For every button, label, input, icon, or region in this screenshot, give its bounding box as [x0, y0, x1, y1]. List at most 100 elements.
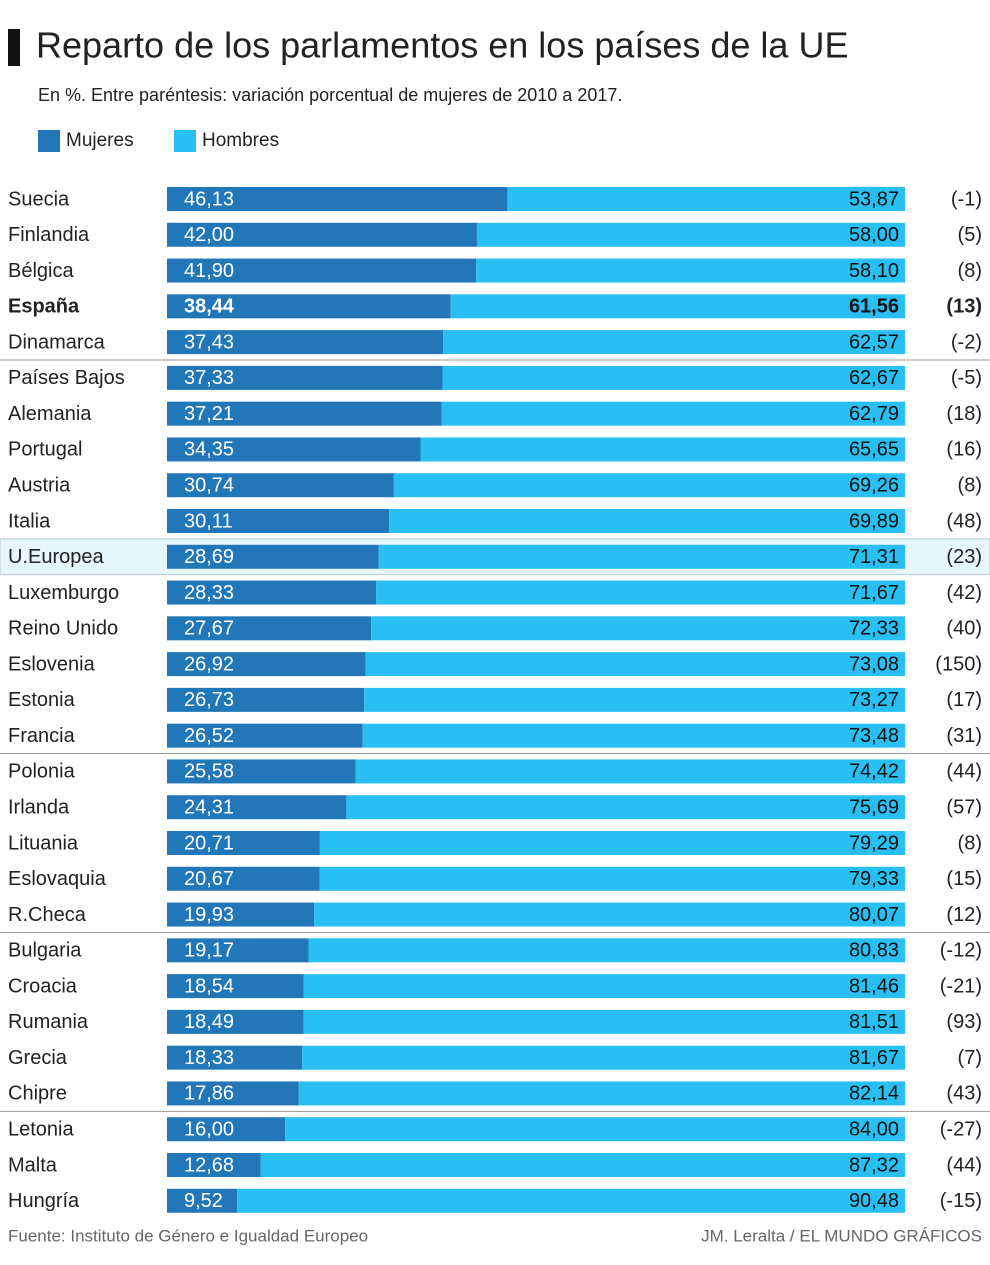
- variation-label: (150): [935, 653, 982, 675]
- category-label: Estonia: [8, 689, 76, 711]
- value-label: 71,67: [849, 582, 899, 604]
- category-label: Finlandia: [8, 224, 90, 246]
- variation-label: (43): [946, 1083, 982, 1105]
- bar-segment: [362, 723, 905, 748]
- bar-segment: [167, 544, 379, 569]
- bar-segment: [167, 1188, 238, 1213]
- bar-segment: [450, 294, 905, 319]
- category-label: España: [8, 296, 80, 318]
- value-label: 25,58: [184, 761, 234, 783]
- category-label: Bélgica: [8, 260, 74, 282]
- value-label: 73,08: [849, 653, 899, 675]
- bar-segment: [376, 580, 905, 605]
- value-label: 28,33: [184, 582, 234, 604]
- value-label: 41,90: [184, 260, 234, 282]
- bar-segment: [167, 1153, 261, 1177]
- bar-segment: [441, 401, 905, 426]
- value-label: 79,29: [849, 832, 899, 854]
- value-label: 79,33: [849, 868, 899, 890]
- category-label: Grecia: [8, 1047, 68, 1069]
- category-label: Letonia: [8, 1119, 74, 1141]
- source: Fuente: Instituto de Género e Igualdad E…: [8, 1226, 368, 1245]
- bar-segment: [167, 1009, 304, 1034]
- bar-segment: [476, 258, 905, 283]
- variation-label: (-12): [940, 940, 982, 962]
- variation-label: (42): [946, 582, 982, 604]
- legend-label: Mujeres: [66, 130, 134, 151]
- variation-label: (-15): [940, 1190, 982, 1212]
- value-label: 24,31: [184, 797, 234, 819]
- value-label: 16,00: [184, 1119, 234, 1141]
- value-label: 90,48: [849, 1190, 899, 1212]
- bar-segment: [371, 616, 905, 641]
- bar-segment: [420, 437, 905, 462]
- variation-label: (31): [946, 725, 982, 747]
- value-label: 84,00: [849, 1119, 899, 1141]
- category-label: Bulgaria: [8, 940, 82, 962]
- value-label: 19,93: [184, 904, 234, 926]
- bar-segment: [167, 831, 320, 855]
- bar-segment: [298, 1081, 906, 1106]
- variation-label: (5): [958, 224, 982, 246]
- category-label: Luxemburgo: [8, 582, 119, 604]
- value-label: 58,00: [849, 224, 899, 246]
- variation-label: (93): [946, 1011, 982, 1033]
- bar-segment: [308, 938, 905, 963]
- bar-segment: [364, 687, 905, 712]
- value-label: 20,67: [184, 868, 234, 890]
- bar-segment: [167, 437, 421, 462]
- value-label: 73,48: [849, 725, 899, 747]
- bar-segment: [167, 580, 377, 605]
- variation-label: (15): [946, 868, 982, 890]
- category-label: Dinamarca: [8, 331, 106, 353]
- variation-label: (44): [946, 761, 982, 783]
- variation-label: (44): [946, 1154, 982, 1176]
- category-label: Lituania: [8, 832, 79, 854]
- bar-segment: [365, 652, 906, 677]
- value-label: 9,52: [184, 1190, 223, 1212]
- variation-label: (12): [946, 904, 982, 926]
- bar-segment: [167, 723, 363, 748]
- value-label: 30,74: [184, 475, 234, 497]
- value-label: 81,67: [849, 1047, 899, 1069]
- bar-segment: [319, 831, 905, 855]
- value-label: 18,33: [184, 1047, 234, 1069]
- variation-label: (16): [946, 439, 982, 461]
- value-label: 75,69: [849, 797, 899, 819]
- variation-label: (8): [958, 832, 982, 854]
- bar-segment: [167, 187, 508, 211]
- category-label: Francia: [8, 725, 76, 747]
- value-label: 80,83: [849, 940, 899, 962]
- value-label: 12,68: [184, 1154, 234, 1176]
- category-label: Irlanda: [8, 797, 70, 819]
- bar-segment: [167, 330, 444, 355]
- value-label: 38,44: [184, 296, 235, 318]
- category-label: Suecia: [8, 188, 70, 210]
- value-label: 81,46: [849, 975, 899, 997]
- value-label: 34,35: [184, 439, 234, 461]
- value-label: 26,92: [184, 653, 234, 675]
- value-label: 69,26: [849, 475, 899, 497]
- bar-segment: [260, 1153, 906, 1177]
- bar-segment: [167, 1081, 299, 1106]
- legend-label: Hombres: [202, 130, 279, 151]
- variation-label: (-27): [940, 1119, 982, 1141]
- value-label: 46,13: [184, 188, 234, 210]
- value-label: 71,31: [849, 546, 899, 568]
- variation-label: (40): [946, 618, 982, 640]
- bar-segment: [167, 759, 356, 784]
- value-label: 28,69: [184, 546, 234, 568]
- value-label: 73,27: [849, 689, 899, 711]
- bar-segment: [167, 866, 320, 891]
- value-label: 61,56: [849, 296, 899, 318]
- value-label: 42,00: [184, 224, 234, 246]
- value-label: 37,43: [184, 331, 234, 353]
- bar-segment: [167, 294, 451, 319]
- variation-label: (23): [946, 546, 982, 568]
- value-label: 69,89: [849, 510, 899, 532]
- bar-segment: [314, 902, 906, 927]
- bar-segment: [237, 1188, 906, 1213]
- bar-segment: [167, 473, 394, 498]
- bar-segment: [167, 974, 304, 999]
